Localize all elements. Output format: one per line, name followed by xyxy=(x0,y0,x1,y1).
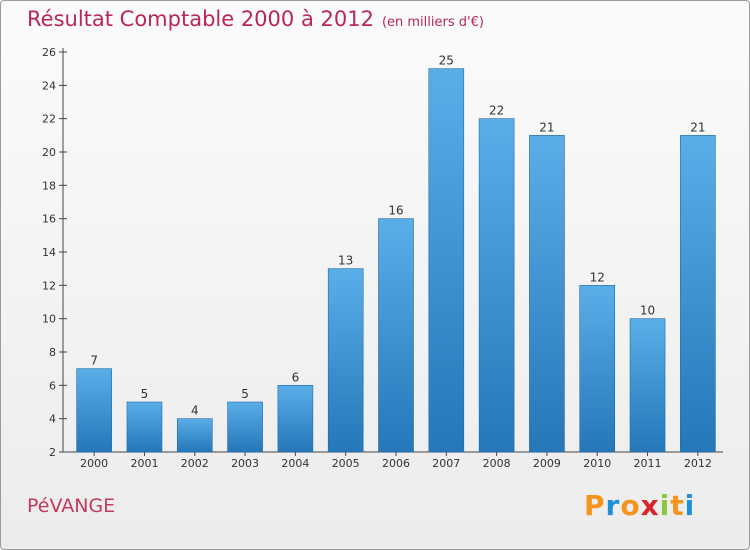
chart-labels: 2000 7 2001 5 2002 4 2003 5 2004 6 2005 13 2006 16 200… xyxy=(80,54,712,470)
bar-value-label: 16 xyxy=(388,204,403,218)
y-tick-label: 2 xyxy=(49,446,56,459)
bar-value-label: 7 xyxy=(90,354,98,368)
y-tick-label: 20 xyxy=(42,146,56,159)
bar-value-label: 25 xyxy=(439,54,454,68)
y-tick-label: 24 xyxy=(42,79,56,92)
bar-2004[interactable] xyxy=(277,385,314,453)
x-tick-label: 2002 xyxy=(181,457,209,470)
bar-2005[interactable] xyxy=(327,268,364,453)
y-tick-label: 6 xyxy=(49,379,56,392)
bar-value-label: 21 xyxy=(539,120,554,134)
logo-letter: t xyxy=(670,489,685,522)
logo-letter: i xyxy=(659,489,671,522)
bar-value-label: 21 xyxy=(690,120,705,134)
x-tick-label: 2004 xyxy=(281,457,309,470)
bar-2010[interactable] xyxy=(579,285,616,453)
y-tick-label: 18 xyxy=(42,179,56,192)
bar-value-label: 12 xyxy=(590,270,605,284)
logo-letter: i xyxy=(684,489,696,522)
proxiti-logo[interactable]: Proxiti xyxy=(584,489,695,522)
bar-value-label: 5 xyxy=(141,387,149,401)
y-tick-label: 16 xyxy=(42,213,56,226)
logo-letter: x xyxy=(640,489,660,522)
logo-letter: o xyxy=(620,489,641,522)
bar-2002[interactable] xyxy=(176,418,213,453)
logo-letter: P xyxy=(584,489,606,522)
bar-value-label: 22 xyxy=(489,104,504,118)
bar-2007[interactable] xyxy=(428,68,465,453)
chart-bars xyxy=(76,68,716,453)
bar-2001[interactable] xyxy=(126,401,163,453)
x-tick-label: 2005 xyxy=(332,457,360,470)
y-tick-label: 14 xyxy=(42,246,56,259)
bar-value-label: 10 xyxy=(640,304,655,318)
x-tick-label: 2010 xyxy=(583,457,611,470)
logo-letter: r xyxy=(605,489,621,522)
bar-2000[interactable] xyxy=(76,368,112,453)
y-tick-label: 22 xyxy=(42,113,56,126)
y-tick-label: 26 xyxy=(42,46,56,59)
x-tick-label: 2007 xyxy=(432,457,460,470)
bar-2011[interactable] xyxy=(629,318,666,453)
chart-title: Résultat Comptable 2000 à 2012 xyxy=(27,7,374,31)
bar-value-label: 13 xyxy=(338,254,353,268)
chart-title-block: Résultat Comptable 2000 à 2012 (en millie… xyxy=(27,7,484,31)
commune-name: PéVANGE xyxy=(27,495,116,517)
x-tick-label: 2001 xyxy=(130,457,158,470)
y-tick-label: 4 xyxy=(49,413,56,426)
bar-value-label: 5 xyxy=(241,387,249,401)
x-tick-label: 2009 xyxy=(533,457,561,470)
x-tick-label: 2006 xyxy=(382,457,410,470)
y-tick-label: 12 xyxy=(42,279,56,292)
x-tick-label: 2012 xyxy=(684,457,712,470)
y-tick-label: 8 xyxy=(49,346,56,359)
bar-2009[interactable] xyxy=(529,135,565,453)
chart-subtitle: (en milliers d'€) xyxy=(381,15,484,30)
y-tick-label: 10 xyxy=(42,313,56,326)
bar-2012[interactable] xyxy=(680,135,716,453)
x-tick-label: 2000 xyxy=(80,457,108,470)
x-tick-label: 2008 xyxy=(483,457,511,470)
x-tick-label: 2011 xyxy=(634,457,662,470)
bar-value-label: 4 xyxy=(191,404,199,418)
bar-2003[interactable] xyxy=(227,401,263,453)
bar-value-label: 6 xyxy=(292,370,300,384)
bar-2006[interactable] xyxy=(378,218,414,453)
bar-2008[interactable] xyxy=(478,118,515,453)
x-tick-label: 2003 xyxy=(231,457,259,470)
